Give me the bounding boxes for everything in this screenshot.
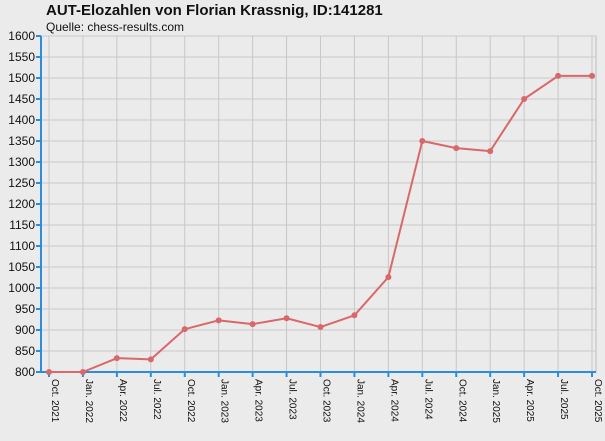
data-point — [249, 321, 256, 328]
y-tick-label: 1450 — [8, 92, 35, 106]
x-tick-label: Oct. 2021 — [49, 379, 60, 423]
x-tick-label: Jul. 2024 — [422, 379, 433, 420]
x-tick-label: Jul. 2023 — [287, 379, 298, 420]
data-point — [589, 72, 595, 79]
data-point — [555, 72, 562, 79]
data-point — [487, 148, 494, 155]
data-point — [147, 356, 154, 363]
data-point — [351, 312, 358, 319]
y-tick-label: 800 — [15, 365, 35, 379]
y-tick-label: 1200 — [8, 197, 35, 211]
chart-title: AUT-Elozahlen von Florian Krassnig, ID:1… — [46, 2, 383, 19]
data-point — [385, 274, 392, 281]
data-point — [317, 324, 324, 331]
x-tick-label: Apr. 2023 — [253, 379, 264, 422]
x-tick-label: Oct. 2023 — [321, 379, 332, 423]
data-point — [46, 369, 52, 375]
y-tick-label: 1600 — [8, 29, 35, 43]
x-tick-label: Jul. 2022 — [151, 379, 162, 420]
data-point — [181, 326, 188, 333]
x-tick-label: Jan. 2023 — [219, 379, 230, 423]
x-tick-label: Jan. 2025 — [490, 379, 501, 423]
y-tick-label: 900 — [15, 323, 35, 337]
x-tick-label: Apr. 2022 — [117, 379, 128, 422]
x-tick-label: Oct. 2024 — [456, 379, 467, 423]
y-tick-label: 1300 — [8, 155, 35, 169]
chart-subtitle: Quelle: chess-results.com — [46, 20, 185, 34]
x-tick-label: Jan. 2024 — [354, 379, 365, 423]
data-point — [283, 315, 290, 322]
y-tick-labels: 800 850 900 950 1000 1050 1100 1150 1200 1250 1300… — [8, 29, 35, 379]
data-point — [419, 138, 426, 144]
y-tick-label: 1550 — [8, 50, 35, 64]
x-tick-label: Oct. 2022 — [185, 379, 196, 423]
y-tick-label: 1400 — [8, 113, 35, 127]
y-tick-label: 1050 — [8, 260, 35, 274]
y-tick-label: 1500 — [8, 71, 35, 85]
y-tick-label: 1100 — [9, 239, 35, 253]
y-tick-label: 1350 — [8, 134, 35, 148]
y-tick-label: 1250 — [8, 176, 35, 190]
x-tick-label: Oct. 2025 — [592, 379, 603, 423]
data-point — [113, 355, 120, 362]
data-point — [215, 317, 222, 324]
data-point — [521, 96, 528, 102]
y-tick-label: 850 — [15, 344, 35, 358]
y-tick-label: 950 — [15, 302, 35, 316]
x-tick-label: Apr. 2025 — [524, 379, 535, 422]
series-elo — [46, 72, 595, 375]
grid-lines — [40, 35, 597, 373]
x-tick-label: Jan. 2022 — [83, 379, 94, 423]
x-tick-labels: Oct. 2021 Jan. 2022 Apr. 2022 Jul. 2022 Oct.… — [49, 379, 603, 423]
y-tick-label: 1000 — [8, 281, 35, 295]
x-tick-label: Jul. 2025 — [558, 379, 569, 420]
data-point — [453, 145, 460, 152]
y-tick-label: 1150 — [9, 218, 35, 232]
data-point — [79, 369, 86, 375]
x-tick-label: Apr. 2024 — [388, 379, 399, 422]
